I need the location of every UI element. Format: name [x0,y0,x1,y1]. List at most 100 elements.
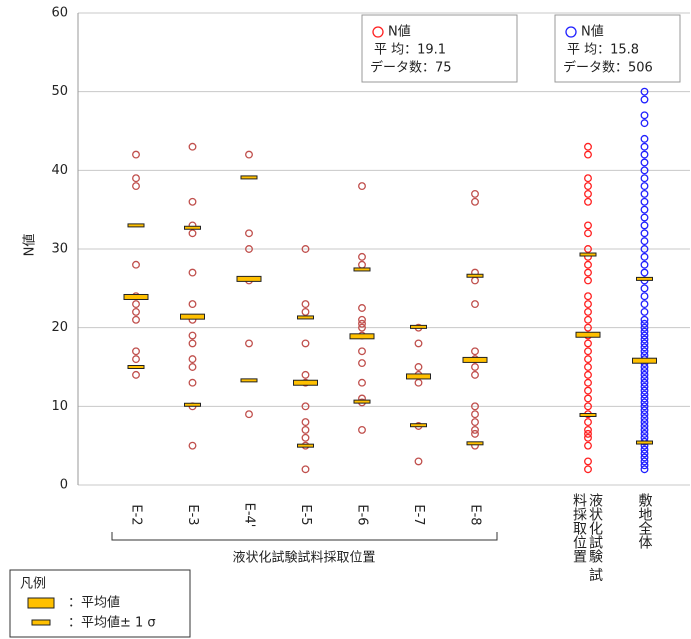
sigma-marker [410,423,427,428]
sigma-marker [636,276,653,281]
data-point [132,355,140,364]
data-point [640,402,649,411]
data-point [414,339,423,348]
data-point [301,339,310,348]
data-point [584,300,592,309]
legend-item: ：平均値± 1 σ [68,615,156,631]
data-point [584,433,592,442]
data-point [640,119,649,128]
data-point [301,402,310,411]
sigma-marker [466,441,484,446]
sigma-marker [240,378,258,383]
data-point [188,197,197,206]
data-point [584,378,592,387]
data-point [132,307,140,316]
data-point [584,347,592,356]
data-point [640,323,649,332]
data-point [584,197,592,206]
data-point [358,323,366,332]
stat-box [361,14,518,83]
data-point [640,307,649,316]
data-point [188,331,197,340]
stat-box [554,14,681,83]
data-point [640,382,649,391]
data-point [640,394,649,403]
data-point [301,245,310,253]
data-point [640,374,649,383]
data-point [301,300,310,309]
data-point [640,327,649,336]
data-point [640,457,649,466]
data-point [640,221,649,230]
data-point [584,245,592,253]
data-point [132,150,140,159]
legend-mean-swatch [27,597,55,609]
data-point [584,394,592,403]
x-tick-label: E-3 [185,504,200,525]
data-point [640,174,649,183]
data-point [640,386,649,395]
data-point [640,390,649,399]
data-point [301,418,310,427]
mean-marker [236,275,262,282]
data-point [132,182,140,191]
data-point [584,370,592,379]
data-point [188,355,197,364]
x-tick-label: E-8 [468,504,483,525]
stat-series: N値 [388,24,411,40]
data-point [640,335,649,344]
mean-marker [180,313,205,320]
data-point [358,315,366,324]
data-point [358,260,366,269]
data-point [584,268,592,277]
data-point [301,465,310,474]
data-point [640,95,649,104]
data-point [640,197,649,206]
data-point [640,319,649,328]
stat-mean: 平 均：15.8 [567,43,639,58]
data-point [640,252,649,261]
data-point [584,174,592,183]
data-point [640,414,649,423]
data-point [640,237,649,246]
data-point [188,300,197,309]
data-point [640,150,649,159]
y-tick-label: 10 [51,399,68,414]
data-point [188,363,197,371]
mean-marker [293,379,318,386]
data-point [245,245,253,253]
sigma-marker [184,402,201,407]
data-point [640,284,649,293]
sigma-marker [353,267,371,272]
data-point [584,323,592,332]
data-point [301,425,310,434]
data-point [640,347,649,356]
data-point [640,465,649,474]
sigma-marker [579,412,597,417]
data-point [471,276,479,285]
data-point [584,189,592,198]
data-point [471,347,479,356]
data-point [640,339,649,348]
x-tick-label: E-2 [129,504,144,525]
data-point [640,182,649,191]
data-point [584,457,592,466]
data-point [188,441,197,450]
data-point [640,315,649,324]
sigma-marker [297,443,314,448]
data-point [414,457,423,466]
data-point [358,378,366,387]
data-point [640,366,649,375]
data-point [584,418,592,427]
data-point [584,355,592,364]
sigma-marker [466,273,484,278]
data-point [584,465,592,474]
stat-series: N値 [581,24,604,40]
data-point [584,402,592,411]
sigma-marker [240,175,258,180]
data-point [132,260,140,269]
data-point [188,268,197,277]
sigma-marker [127,365,145,369]
data-point [245,339,253,348]
data-point [640,300,649,309]
